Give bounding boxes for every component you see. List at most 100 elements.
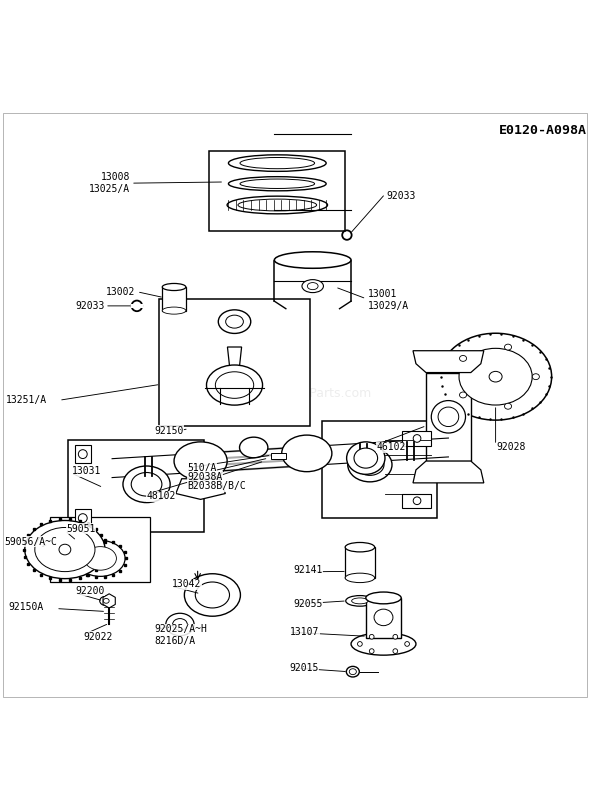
Polygon shape (103, 594, 115, 608)
Text: 92200: 92200 (76, 586, 105, 596)
Ellipse shape (103, 599, 109, 603)
Text: 92055: 92055 (293, 599, 323, 609)
Ellipse shape (504, 344, 512, 350)
Polygon shape (413, 461, 484, 483)
Ellipse shape (348, 448, 392, 482)
Text: 92033: 92033 (386, 190, 416, 201)
Ellipse shape (240, 179, 314, 189)
Ellipse shape (440, 333, 552, 420)
Text: 92150A: 92150A (9, 602, 44, 612)
Ellipse shape (227, 196, 327, 214)
Ellipse shape (25, 521, 105, 578)
Ellipse shape (459, 348, 532, 405)
Ellipse shape (356, 454, 384, 475)
Ellipse shape (438, 407, 459, 427)
Ellipse shape (228, 177, 326, 191)
Ellipse shape (174, 442, 227, 480)
Bar (366, 598, 401, 638)
Polygon shape (413, 351, 484, 373)
Ellipse shape (347, 442, 385, 475)
Bar (74, 509, 91, 527)
Polygon shape (50, 517, 150, 582)
Ellipse shape (351, 633, 416, 655)
Ellipse shape (413, 497, 421, 505)
Ellipse shape (346, 667, 359, 677)
Ellipse shape (358, 642, 362, 646)
Ellipse shape (206, 365, 263, 405)
Ellipse shape (374, 609, 393, 625)
Ellipse shape (345, 573, 375, 582)
Text: 13251/A: 13251/A (6, 395, 47, 405)
Bar (402, 432, 431, 446)
Text: 59051: 59051 (66, 524, 96, 534)
Polygon shape (227, 347, 242, 369)
Ellipse shape (123, 466, 170, 502)
Ellipse shape (413, 435, 421, 442)
Ellipse shape (274, 252, 351, 268)
Text: 92028: 92028 (497, 442, 526, 453)
Bar (209, 151, 345, 231)
Text: 92141: 92141 (293, 565, 323, 575)
Bar (345, 548, 375, 578)
Ellipse shape (349, 669, 356, 675)
Bar (162, 287, 186, 310)
Ellipse shape (393, 649, 398, 654)
Ellipse shape (238, 199, 317, 211)
Bar (131, 304, 143, 309)
Ellipse shape (352, 598, 368, 603)
Text: 92025/A~H
8216D/A: 92025/A~H 8216D/A (155, 625, 208, 646)
Ellipse shape (172, 619, 187, 630)
Ellipse shape (345, 543, 375, 552)
Text: 13042: 13042 (172, 579, 202, 590)
Bar (74, 446, 91, 463)
Ellipse shape (162, 307, 186, 314)
Bar (271, 454, 286, 459)
Text: 510/A: 510/A (188, 463, 217, 473)
Ellipse shape (460, 356, 467, 361)
Bar (402, 493, 431, 508)
Text: B2038B/B/C: B2038B/B/C (188, 481, 247, 492)
Ellipse shape (215, 372, 254, 399)
Ellipse shape (405, 642, 409, 646)
Text: 13001
13029/A: 13001 13029/A (368, 289, 409, 311)
Text: 92033: 92033 (76, 301, 105, 311)
Ellipse shape (302, 279, 323, 292)
Ellipse shape (307, 283, 318, 290)
Ellipse shape (35, 527, 95, 572)
Text: 92038A: 92038A (188, 472, 223, 482)
Ellipse shape (366, 592, 401, 603)
Ellipse shape (282, 435, 332, 471)
Ellipse shape (489, 371, 502, 382)
Ellipse shape (393, 634, 398, 639)
Text: eReplacementParts.com: eReplacementParts.com (219, 386, 371, 399)
Text: 13107: 13107 (290, 627, 320, 637)
Ellipse shape (162, 284, 186, 291)
Ellipse shape (228, 155, 326, 172)
Text: 92150: 92150 (155, 426, 184, 436)
Ellipse shape (532, 373, 539, 380)
Text: 13008
13025/A: 13008 13025/A (88, 173, 130, 194)
Ellipse shape (78, 514, 87, 522)
Ellipse shape (354, 448, 378, 468)
Text: 59056/A~C: 59056/A~C (5, 537, 58, 547)
Ellipse shape (225, 315, 243, 328)
Text: E0120-A098A: E0120-A098A (499, 124, 587, 137)
Ellipse shape (240, 437, 268, 458)
Ellipse shape (78, 450, 87, 458)
Bar (426, 373, 471, 461)
Ellipse shape (166, 613, 194, 636)
Ellipse shape (195, 582, 230, 608)
Ellipse shape (346, 595, 374, 606)
Ellipse shape (460, 392, 467, 398)
Polygon shape (176, 479, 225, 500)
Ellipse shape (504, 403, 512, 409)
Text: 46102: 46102 (376, 442, 406, 453)
Text: 13002: 13002 (106, 287, 136, 296)
Ellipse shape (84, 547, 116, 570)
Ellipse shape (431, 401, 466, 433)
Ellipse shape (184, 573, 241, 616)
Text: 92015: 92015 (289, 663, 319, 672)
Ellipse shape (240, 157, 314, 168)
Text: 92022: 92022 (84, 632, 113, 642)
Ellipse shape (76, 540, 125, 577)
